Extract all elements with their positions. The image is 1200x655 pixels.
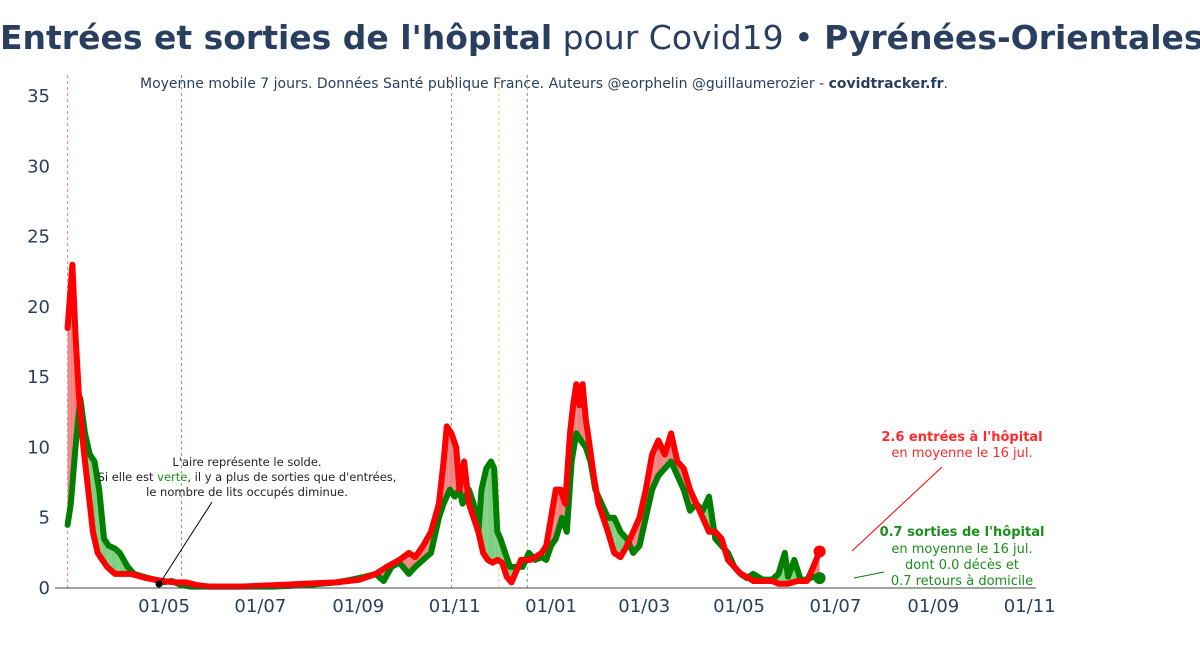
x-tick-label: 01/05 <box>713 596 765 617</box>
chart-subtitle: Moyenne mobile 7 jours. Données Santé pu… <box>140 76 948 92</box>
center-ann-line3: le nombre de lits occupés diminue. <box>146 485 348 499</box>
y-axis: 0 5 10 15 20 25 30 35 <box>27 86 50 599</box>
sorties-annotation-arrow <box>853 571 885 579</box>
center-ann-line2: Si elle est verte, il y a plus de sortie… <box>98 470 397 484</box>
entrees-annotation-arrow <box>851 466 943 552</box>
solde-segment-green <box>486 466 488 560</box>
solde-segment-green <box>489 461 491 562</box>
x-tick-label: 01/11 <box>1004 596 1056 617</box>
subtitle-text: Moyenne mobile 7 jours. Données Santé pu… <box>140 76 829 92</box>
solde-segment-red <box>448 428 450 494</box>
solde-segment-green <box>487 463 490 561</box>
series-lines <box>64 261 823 590</box>
chart-title-part3: Pyrénées-Orientales <box>824 18 1200 57</box>
x-tick-label: 01/09 <box>907 596 959 617</box>
solde-segment-red <box>449 431 452 492</box>
x-axis: 01/05 01/07 01/09 01/11 01/01 01/03 01/05 01/07… <box>138 596 1056 617</box>
x-tick-label: 01/03 <box>618 596 670 617</box>
sorties-ann-line4: 0.7 retours à domicile <box>891 574 1033 589</box>
chart-title-part1: Entrées et sorties de l'hôpital <box>0 18 553 57</box>
solde-segment-red <box>67 306 70 525</box>
y-tick-label: 20 <box>27 297 50 318</box>
sorties-ann-line1: 0.7 sorties de l'hôpital <box>880 525 1045 540</box>
entrees-ann-line2: en moyenne le 16 jul. <box>891 446 1032 461</box>
svg-text:L'aire représente le solde.: L'aire représente le solde. <box>172 455 321 469</box>
vertical-markers <box>67 75 528 588</box>
svg-text:le nombre de lits occupés dimi: le nombre de lits occupés diminue. <box>146 485 348 499</box>
center-annotation-arrow <box>159 501 213 584</box>
solde-segment-red <box>69 285 71 515</box>
solde-segment-green <box>110 546 112 572</box>
solde-segment-green <box>484 468 487 558</box>
entrees-line <box>64 261 823 590</box>
x-tick-label: 01/05 <box>138 596 190 617</box>
y-tick-label: 30 <box>27 156 50 177</box>
solde-segment-green <box>116 550 119 574</box>
solde-segment-green <box>107 543 109 569</box>
y-tick-label: 0 <box>39 578 50 599</box>
y-tick-label: 10 <box>27 437 50 458</box>
center-ann-line1: L'aire représente le solde. <box>172 455 321 469</box>
solde-segment-green <box>111 547 114 573</box>
y-tick-label: 15 <box>27 367 50 388</box>
entrees-annotation: 2.6 entrées à l'hôpital en moyenne le 16… <box>851 430 1043 552</box>
entrees-last-point <box>813 545 826 558</box>
sorties-last-point <box>813 572 826 585</box>
x-tick-label: 01/09 <box>332 596 384 617</box>
series-endpoints <box>813 545 826 585</box>
solde-segment-red <box>451 433 454 495</box>
sorties-ann-line2: en moyenne le 16 jul. <box>891 542 1032 557</box>
center-annotation-dot <box>155 580 163 588</box>
x-tick-label: 01/07 <box>234 596 286 617</box>
x-tick-label: 01/01 <box>525 596 577 617</box>
solde-segment-red <box>70 264 73 504</box>
entrees-ann-line1: 2.6 entrées à l'hôpital <box>881 430 1042 445</box>
y-tick-label: 5 <box>39 508 50 529</box>
solde-area <box>67 264 820 587</box>
chart-title: Entrées et sorties de l'hôpital pour Cov… <box>0 18 1200 57</box>
sorties-annotation: 0.7 sorties de l'hôpital en moyenne le 1… <box>853 525 1045 589</box>
chart-title-part2: pour Covid19 • <box>552 18 825 57</box>
subtitle-site: covidtracker.fr <box>828 76 944 92</box>
y-tick-label: 35 <box>27 86 50 107</box>
x-tick-label: 01/11 <box>429 596 481 617</box>
solde-segment-green <box>115 548 117 574</box>
solde-segment-green <box>108 545 111 570</box>
y-tick-label: 25 <box>27 227 50 248</box>
x-tick-label: 01/07 <box>809 596 861 617</box>
sorties-ann-line3: dont 0.0 décès et <box>905 558 1019 573</box>
solde-segment-green <box>113 547 116 574</box>
center-annotation: L'aire représente le solde. Si elle est … <box>98 455 397 588</box>
subtitle-end: . <box>943 76 948 92</box>
